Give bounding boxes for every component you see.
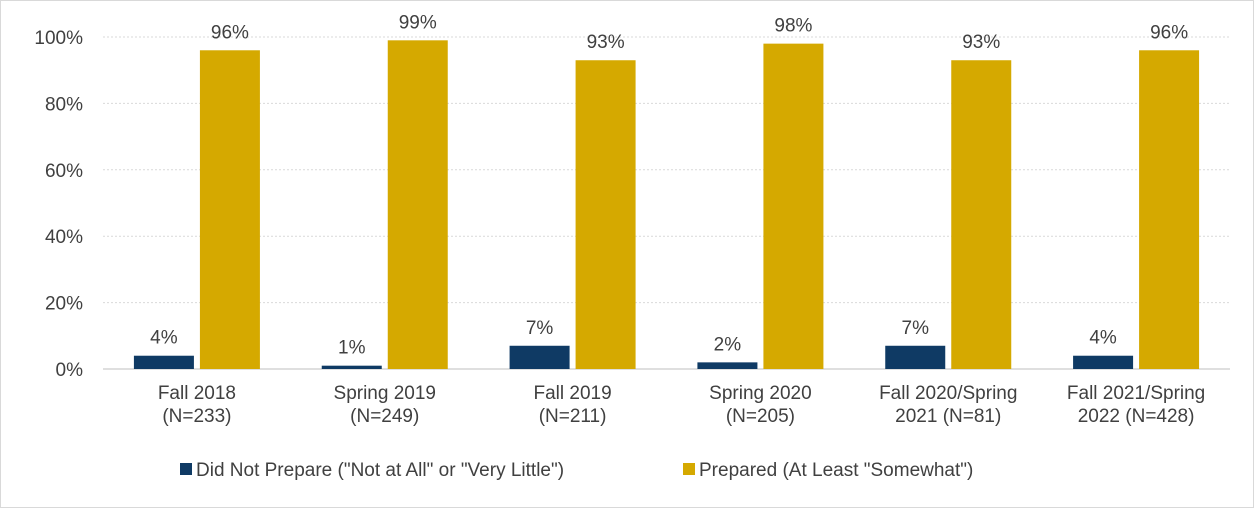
- legend-swatch: [683, 463, 695, 475]
- bar: [951, 60, 1012, 370]
- data-label: 2%: [714, 334, 742, 355]
- x-tick-label-line: (N=233): [162, 406, 231, 427]
- x-tick-label: Fall 2019 (N=211): [533, 383, 611, 427]
- x-tick-label-line: (N=211): [539, 406, 607, 427]
- y-tick-label: 0%: [56, 360, 84, 381]
- x-tick-label-line: Fall 2021/Spring: [1067, 383, 1205, 404]
- data-label: 4%: [150, 328, 178, 349]
- x-tick-label-line: 2022 (N=428): [1078, 406, 1195, 427]
- x-tick-label: Spring 2019 (N=249): [334, 383, 436, 427]
- bar: [387, 40, 448, 369]
- bar: [133, 355, 194, 369]
- data-label: 7%: [902, 318, 930, 339]
- legend-label: Prepared (At Least "Somewhat"): [699, 460, 973, 481]
- x-tick-label-line: (N=249): [350, 406, 419, 427]
- x-tick-label-line: Fall 2018: [158, 383, 236, 404]
- y-tick-label: 80%: [45, 94, 83, 115]
- x-tick-label-line: Fall 2020/Spring: [879, 383, 1017, 404]
- data-label: 1%: [338, 338, 366, 359]
- x-tick-label: Fall 2018 (N=233): [158, 383, 236, 427]
- x-tick-label-line: Spring 2020: [709, 383, 811, 404]
- bar: [321, 365, 382, 369]
- data-label: 99%: [399, 12, 437, 33]
- x-tick-label-line: 2021 (N=81): [895, 406, 1001, 427]
- data-label: 96%: [1150, 22, 1188, 43]
- bar: [763, 43, 824, 369]
- legend-label: Did Not Prepare ("Not at All" or "Very L…: [196, 460, 564, 481]
- bar: [1139, 50, 1200, 369]
- x-tick-label-line: Fall 2019: [533, 383, 611, 404]
- x-tick-label: Spring 2020 (N=205): [709, 383, 811, 427]
- bar: [199, 50, 260, 369]
- y-tick-label: 40%: [45, 227, 83, 248]
- bar: [697, 362, 758, 369]
- x-tick-label: Fall 2021/Spring 2022 (N=428): [1067, 383, 1205, 427]
- x-tick-label-line: Spring 2019: [334, 383, 436, 404]
- data-label: 96%: [211, 22, 249, 43]
- bar: [1073, 355, 1134, 369]
- data-label: 7%: [526, 318, 554, 339]
- y-tick-label: 100%: [34, 28, 83, 49]
- y-tick-label: 20%: [45, 294, 83, 315]
- data-label: 93%: [587, 32, 625, 53]
- bar: [509, 345, 570, 369]
- legend-swatch: [180, 463, 192, 475]
- data-label: 93%: [962, 32, 1000, 53]
- x-tick-label: Fall 2020/Spring 2021 (N=81): [879, 383, 1017, 427]
- bar: [575, 60, 636, 370]
- x-tick-label-line: (N=205): [726, 406, 795, 427]
- data-label: 98%: [774, 16, 812, 37]
- data-label: 4%: [1089, 328, 1117, 349]
- y-tick-label: 60%: [45, 161, 83, 182]
- bar: [885, 345, 946, 369]
